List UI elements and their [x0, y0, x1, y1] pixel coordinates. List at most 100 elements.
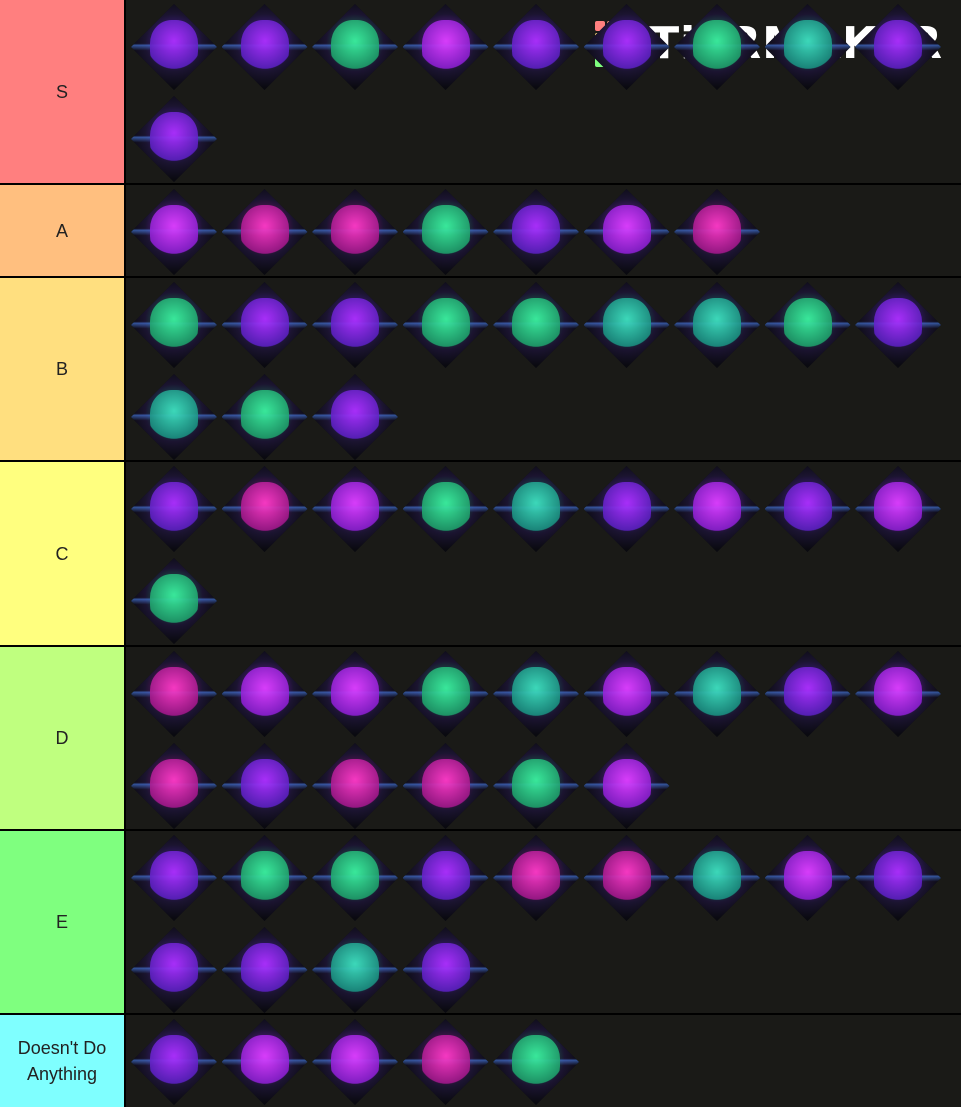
tier-row: B [0, 278, 961, 460]
tier-item [128, 92, 219, 184]
item-figure [331, 851, 379, 903]
tier-items [126, 831, 961, 1013]
item-figure [693, 482, 741, 534]
item-figure [331, 205, 379, 257]
tier-item [309, 278, 400, 370]
item-figure [512, 482, 560, 534]
tier-item [581, 647, 672, 739]
item-figure [874, 482, 922, 534]
tier-item [400, 185, 491, 277]
tier-item [219, 1015, 310, 1107]
tier-row: C [0, 462, 961, 645]
tier-item [671, 0, 762, 92]
item-figure [421, 667, 470, 719]
item-figure [240, 851, 289, 903]
tier-item [128, 647, 219, 739]
tier-items [126, 0, 961, 183]
item-figure [421, 1035, 470, 1087]
item-figure [240, 759, 289, 811]
item-figure [331, 943, 379, 995]
tier-item [309, 462, 400, 554]
tier-item [128, 278, 219, 370]
tier-row: A [0, 185, 961, 276]
tier-item [128, 554, 219, 646]
item-figure [783, 667, 832, 719]
item-figure [421, 298, 470, 350]
item-figure [693, 667, 741, 719]
tier-item [762, 462, 853, 554]
tier-label: E [0, 831, 124, 1013]
item-figure [693, 851, 741, 903]
tier-item [128, 831, 219, 923]
tier-items [126, 647, 961, 829]
item-figure [331, 390, 379, 442]
item-figure [693, 205, 741, 257]
tier-items [126, 185, 961, 276]
tier-label: D [0, 647, 124, 829]
tier-item [762, 0, 853, 92]
tier-item [400, 1015, 491, 1107]
tier-item [400, 831, 491, 923]
item-figure [512, 667, 560, 719]
tier-item [581, 462, 672, 554]
item-figure [150, 390, 198, 442]
tier-items [126, 278, 961, 460]
tier-label: A [0, 185, 124, 276]
item-figure [602, 759, 651, 811]
tier-item [490, 647, 581, 739]
tier-item [309, 647, 400, 739]
tier-item [581, 831, 672, 923]
item-figure [512, 851, 560, 903]
tier-item [581, 278, 672, 370]
item-figure [150, 851, 198, 903]
tier-item [581, 0, 672, 92]
tier-item [490, 462, 581, 554]
item-figure [240, 943, 289, 995]
tier-item [219, 647, 310, 739]
item-figure [421, 759, 470, 811]
item-figure [874, 667, 922, 719]
item-figure [874, 851, 922, 903]
item-figure [150, 574, 198, 626]
tier-item [490, 0, 581, 92]
tier-item [400, 647, 491, 739]
tier-item [219, 278, 310, 370]
tier-item [671, 831, 762, 923]
item-figure [150, 1035, 198, 1087]
tier-item [581, 739, 672, 831]
item-figure [331, 298, 379, 350]
item-figure [602, 667, 651, 719]
item-figure [150, 112, 198, 164]
tier-item [400, 278, 491, 370]
tier-item [852, 278, 943, 370]
tier-item [490, 278, 581, 370]
item-figure [150, 298, 198, 350]
tier-item [128, 462, 219, 554]
tier-item [219, 739, 310, 831]
tier-item [219, 831, 310, 923]
item-figure [512, 1035, 560, 1087]
tier-item [490, 739, 581, 831]
tier-item [309, 831, 400, 923]
tier-item [671, 462, 762, 554]
item-figure [150, 20, 198, 72]
item-figure [421, 482, 470, 534]
item-figure [512, 759, 560, 811]
tier-item [128, 370, 219, 462]
tier-item [762, 647, 853, 739]
tier-item [128, 185, 219, 277]
tier-item [309, 923, 400, 1015]
item-figure [421, 851, 470, 903]
tier-item [309, 185, 400, 277]
item-figure [783, 851, 832, 903]
tier-item [490, 1015, 581, 1107]
item-figure [602, 851, 651, 903]
item-figure [331, 482, 379, 534]
item-figure [421, 943, 470, 995]
item-figure [240, 20, 289, 72]
tier-item [400, 923, 491, 1015]
item-figure [150, 482, 198, 534]
tier-item [490, 831, 581, 923]
item-figure [150, 759, 198, 811]
